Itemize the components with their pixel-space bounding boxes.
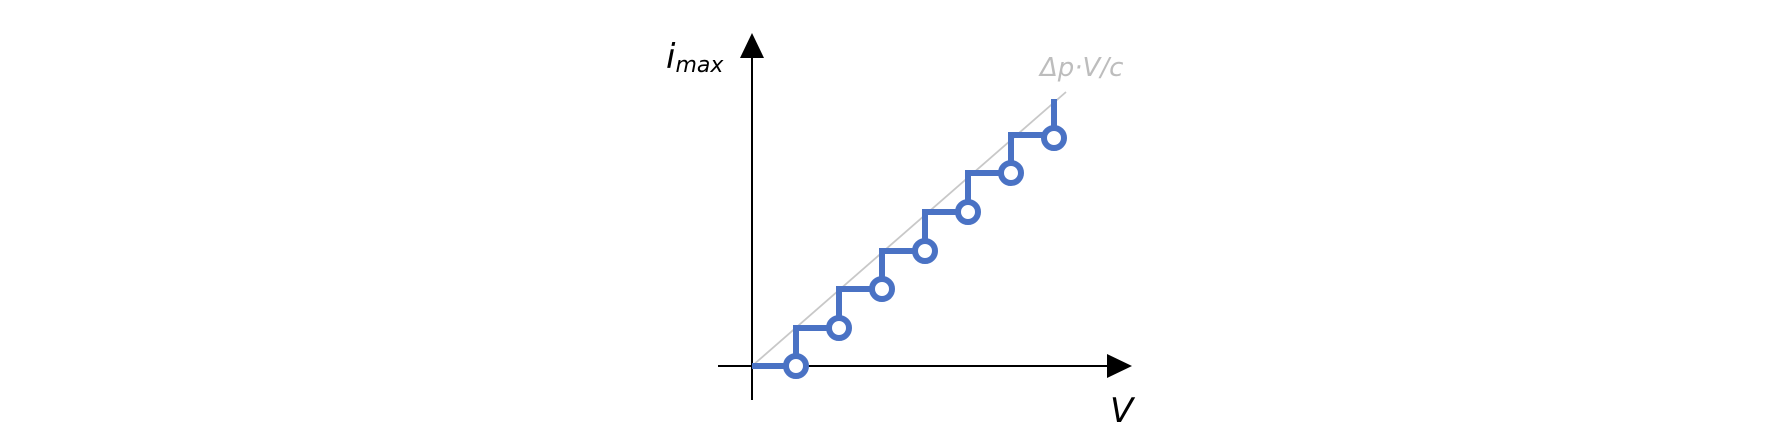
reference-line-label: Δp·V/c <box>1038 53 1123 83</box>
step-marker <box>869 276 895 302</box>
x-axis-label: V <box>1110 391 1136 431</box>
step-marker <box>826 315 852 341</box>
step-marker <box>783 353 809 379</box>
step-marker <box>955 199 981 225</box>
step-marker <box>1041 125 1067 151</box>
y-axis-label-base: i <box>666 37 676 77</box>
step-marker <box>998 160 1024 186</box>
y-axis-label-subscript: max <box>675 53 724 78</box>
x-axis-arrowhead <box>1107 354 1132 378</box>
y-axis-arrowhead <box>740 33 764 58</box>
step-markers <box>783 125 1067 379</box>
staircase-path <box>752 99 1057 369</box>
y-axis-label: imax <box>666 37 724 78</box>
step-marker <box>912 238 938 264</box>
